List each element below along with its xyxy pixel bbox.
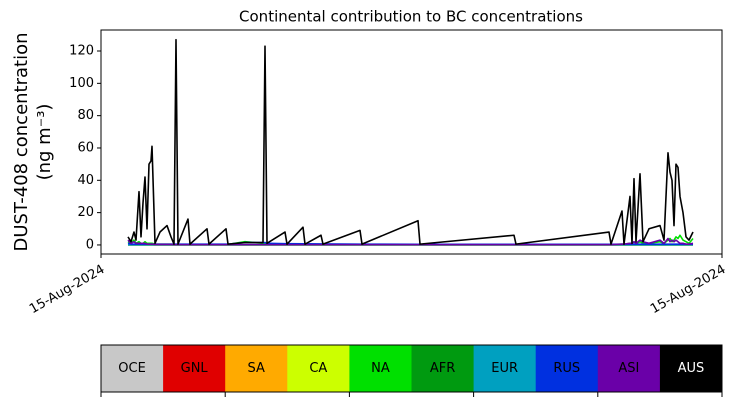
x-tick-label: 15-Aug-2024 — [27, 262, 107, 317]
colorbar-label: NA — [371, 361, 390, 376]
series-line — [127, 38, 694, 245]
colorbar-label: AFR — [430, 361, 455, 376]
y-tick-label: 60 — [77, 140, 94, 155]
colorbar-label: OCE — [118, 361, 146, 376]
colorbar-label: GNL — [181, 361, 209, 376]
colorbar-swatch — [287, 345, 350, 392]
y-tick-label: 0 — [86, 237, 94, 252]
x-tick-label: 15-Aug-2024 — [648, 262, 728, 317]
colorbar-label: CA — [309, 361, 327, 376]
colorbar-swatch — [597, 345, 661, 392]
colorbar-swatch — [473, 345, 537, 392]
plot-frame — [100, 29, 723, 255]
y-tick-label: 80 — [77, 108, 94, 123]
colorbar-label: AUS — [678, 361, 705, 376]
colorbar-swatch — [163, 345, 226, 392]
y-axis-label: DUST-408 concentration — [11, 32, 32, 251]
colorbar-swatch — [659, 345, 723, 392]
colorbar-swatch — [349, 345, 412, 392]
colorbar-swatch — [225, 345, 288, 392]
y-tick-label: 20 — [77, 205, 94, 220]
y-tick-label: 100 — [69, 76, 94, 91]
y-axis-label: (ng m⁻³) — [34, 104, 55, 181]
y-tick-label: 40 — [77, 173, 94, 188]
colorbar-frame — [100, 344, 723, 393]
colorbar-label: EUR — [491, 361, 518, 376]
chart-title: Continental contribution to BC concentra… — [239, 8, 583, 26]
colorbar-swatch — [411, 345, 475, 392]
colorbar-label: ASI — [618, 361, 639, 376]
y-tick-label: 120 — [69, 44, 94, 59]
colorbar-swatch — [101, 345, 164, 392]
colorbar-swatch — [535, 345, 599, 392]
colorbar-label: SA — [248, 361, 265, 376]
colorbar-label: RUS — [553, 361, 580, 376]
